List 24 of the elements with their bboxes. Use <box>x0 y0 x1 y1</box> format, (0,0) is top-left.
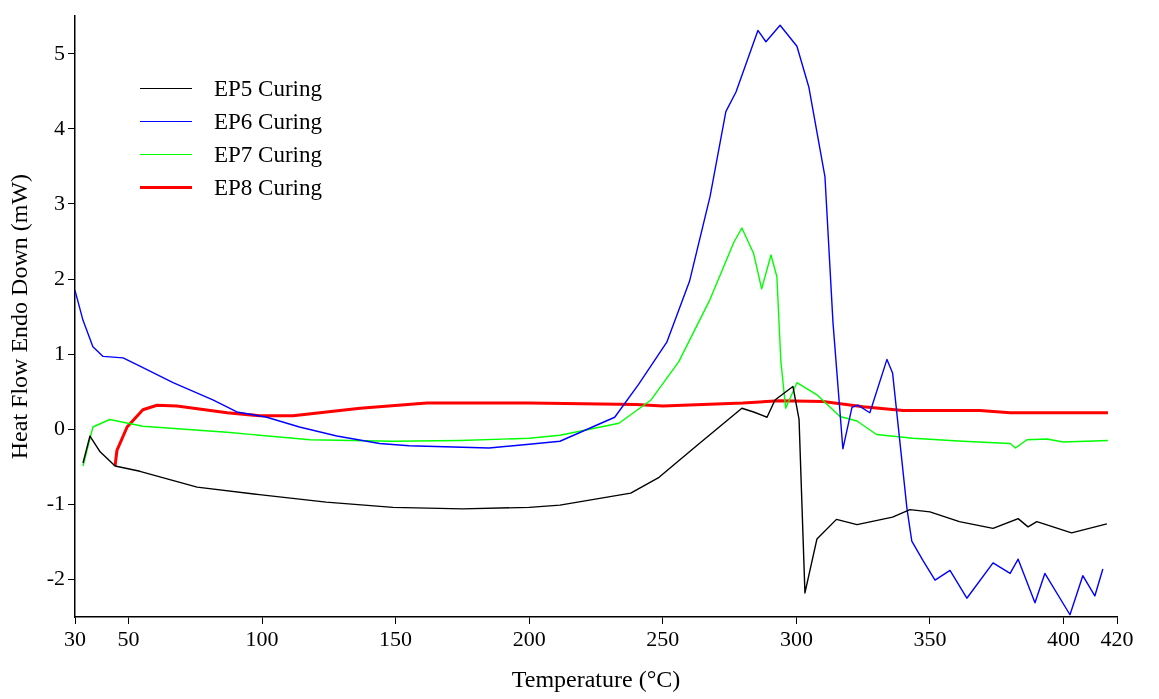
x-tick-label: 50 <box>117 625 140 651</box>
legend-label: EP5 Curing <box>214 75 322 102</box>
x-tick-label: 420 <box>1100 625 1134 651</box>
x-tick-label: 250 <box>646 625 680 651</box>
x-tick-label: 150 <box>379 625 413 651</box>
legend-label: EP8 Curing <box>214 174 322 201</box>
y-tick-label: 0 <box>54 415 65 441</box>
y-tick-label: 4 <box>54 114 65 140</box>
x-tick-label: 30 <box>64 625 86 651</box>
legend-label: EP7 Curing <box>214 141 322 168</box>
y-axis-title: Heat Flow Endo Down (mW) <box>5 173 32 460</box>
x-tick-label: 100 <box>245 625 279 651</box>
x-tick-label: 400 <box>1047 625 1081 651</box>
x-tick-label: 300 <box>779 625 813 651</box>
x-tick-label: 200 <box>512 625 546 651</box>
y-tick-label: 5 <box>54 39 65 65</box>
x-tick-label: 350 <box>913 625 947 651</box>
y-tick-label: 1 <box>54 339 65 365</box>
legend-label: EP6 Curing <box>214 108 322 135</box>
y-tick-label: -1 <box>46 490 65 516</box>
x-axis-title: Temperature (°C) <box>511 665 681 692</box>
y-tick-label: -2 <box>46 565 65 591</box>
y-tick-label: 2 <box>54 264 65 290</box>
y-tick-label: 3 <box>54 189 65 215</box>
